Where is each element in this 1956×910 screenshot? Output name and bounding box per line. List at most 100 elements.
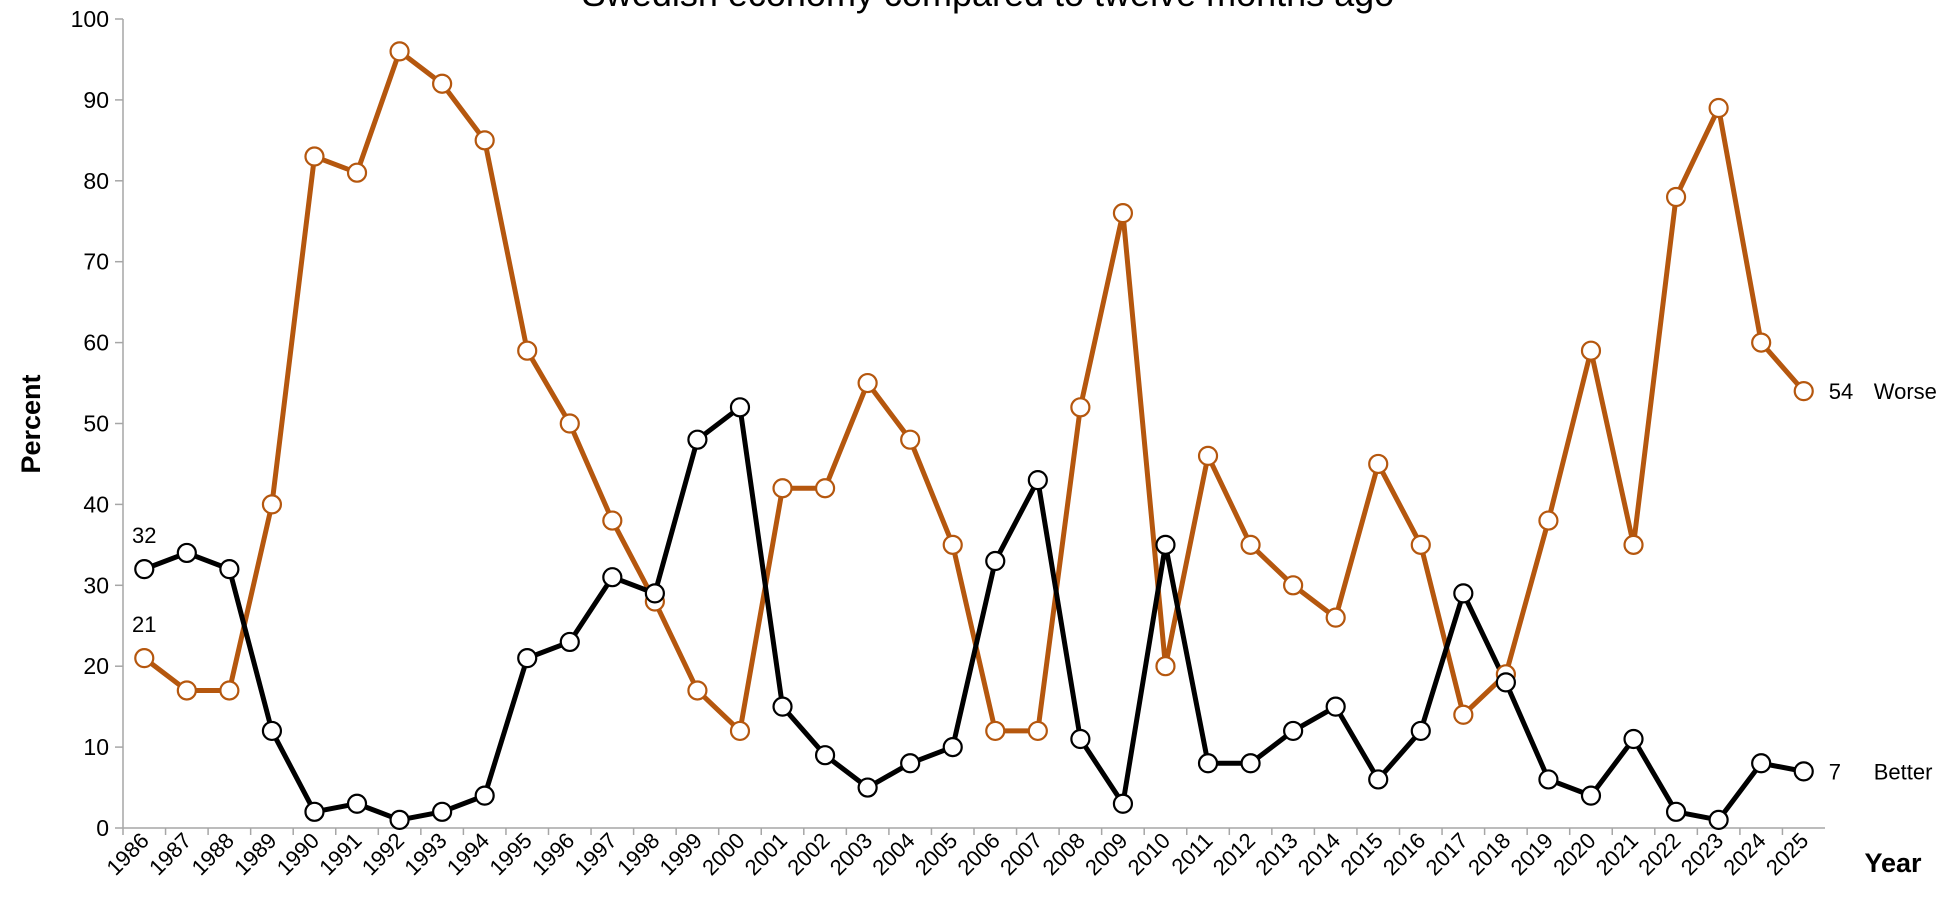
marker bbox=[602, 567, 623, 588]
marker bbox=[1325, 607, 1346, 628]
marker bbox=[1112, 203, 1134, 224]
x-tick-label: 1994 bbox=[442, 828, 494, 880]
marker bbox=[1708, 97, 1729, 119]
x-tick-label: 2019 bbox=[1506, 828, 1558, 880]
x-tick-label: 1993 bbox=[399, 828, 451, 880]
marker bbox=[1027, 470, 1048, 491]
x-tick-label: 1991 bbox=[314, 828, 366, 880]
x-tick-label: 2001 bbox=[740, 828, 792, 880]
series-label: Better bbox=[1874, 759, 1933, 784]
marker bbox=[1495, 672, 1516, 693]
series-label: Worse bbox=[1874, 379, 1937, 404]
y-tick-label: 50 bbox=[83, 411, 109, 437]
marker bbox=[729, 720, 751, 742]
series-line bbox=[142, 48, 1806, 734]
x-tick-label: 1998 bbox=[612, 828, 664, 880]
x-tick-label: 1995 bbox=[484, 828, 536, 880]
x-tick-label: 2005 bbox=[910, 828, 962, 880]
marker bbox=[687, 429, 708, 450]
marker bbox=[1623, 534, 1644, 555]
marker bbox=[857, 777, 878, 798]
y-tick-label: 100 bbox=[71, 6, 109, 32]
marker bbox=[432, 73, 453, 94]
marker bbox=[304, 801, 325, 822]
x-tick-label: 1997 bbox=[570, 828, 622, 880]
marker bbox=[219, 559, 240, 580]
data-label: 32 bbox=[132, 523, 156, 548]
marker bbox=[900, 753, 921, 774]
marker bbox=[1197, 753, 1219, 774]
data-label: 7 bbox=[1829, 759, 1841, 784]
marker bbox=[1240, 534, 1261, 555]
marker bbox=[134, 648, 155, 669]
marker bbox=[559, 413, 580, 434]
marker bbox=[1070, 397, 1091, 418]
marker bbox=[772, 478, 793, 499]
x-tick-label: 2003 bbox=[825, 828, 877, 880]
data-label: 54 bbox=[1829, 379, 1853, 404]
x-tick-label: 2024 bbox=[1718, 828, 1770, 880]
marker bbox=[1368, 453, 1389, 475]
marker bbox=[985, 720, 1006, 742]
x-tick-label: 2000 bbox=[697, 828, 749, 880]
x-tick-label: 2021 bbox=[1591, 828, 1643, 880]
marker bbox=[1751, 332, 1772, 353]
marker bbox=[559, 631, 580, 653]
x-tick-label: 2017 bbox=[1421, 828, 1473, 880]
marker bbox=[1453, 583, 1474, 604]
marker bbox=[1665, 801, 1687, 822]
marker bbox=[1538, 510, 1559, 531]
marker bbox=[1283, 575, 1304, 596]
marker bbox=[857, 372, 878, 394]
marker bbox=[1283, 720, 1304, 742]
marker bbox=[346, 793, 368, 814]
marker bbox=[1027, 720, 1048, 742]
marker bbox=[1325, 696, 1346, 717]
x-tick-label: 2013 bbox=[1250, 828, 1302, 880]
marker bbox=[1538, 769, 1559, 790]
marker bbox=[1623, 728, 1644, 750]
marker bbox=[134, 559, 155, 580]
marker bbox=[389, 809, 410, 831]
x-tick-label: 2023 bbox=[1676, 828, 1728, 880]
x-tick-label: 1996 bbox=[527, 828, 579, 880]
series-line bbox=[143, 404, 1805, 823]
x-tick-label: 1989 bbox=[229, 828, 281, 880]
marker bbox=[1410, 720, 1431, 742]
marker bbox=[304, 146, 325, 167]
marker bbox=[942, 736, 963, 758]
marker bbox=[772, 696, 793, 717]
marker bbox=[261, 494, 283, 515]
marker bbox=[985, 550, 1006, 572]
x-tick-label: 1986 bbox=[102, 828, 154, 880]
marker bbox=[1708, 809, 1729, 831]
marker bbox=[176, 680, 197, 701]
marker bbox=[814, 745, 836, 766]
x-tick-label: 2009 bbox=[1080, 828, 1132, 880]
x-tick-label: 2018 bbox=[1463, 828, 1515, 880]
marker bbox=[517, 648, 538, 669]
marker bbox=[219, 680, 240, 701]
marker bbox=[644, 583, 665, 604]
y-tick-label: 90 bbox=[83, 87, 109, 113]
marker bbox=[1112, 793, 1134, 814]
x-tick-label: 1987 bbox=[144, 828, 196, 880]
marker bbox=[900, 429, 921, 450]
marker bbox=[1155, 656, 1176, 677]
marker bbox=[517, 340, 538, 361]
y-tick-label: 80 bbox=[83, 168, 109, 194]
marker bbox=[432, 801, 453, 822]
marker bbox=[1070, 728, 1091, 750]
x-tick-label: 2015 bbox=[1335, 828, 1387, 880]
marker bbox=[389, 41, 410, 62]
x-tick-label: 2016 bbox=[1378, 828, 1430, 880]
marker bbox=[729, 397, 751, 418]
marker bbox=[602, 510, 623, 531]
marker bbox=[1751, 753, 1772, 774]
marker bbox=[1580, 785, 1602, 806]
y-tick-label: 70 bbox=[83, 249, 109, 275]
x-tick-label: 2012 bbox=[1208, 828, 1260, 880]
marker bbox=[814, 478, 836, 499]
